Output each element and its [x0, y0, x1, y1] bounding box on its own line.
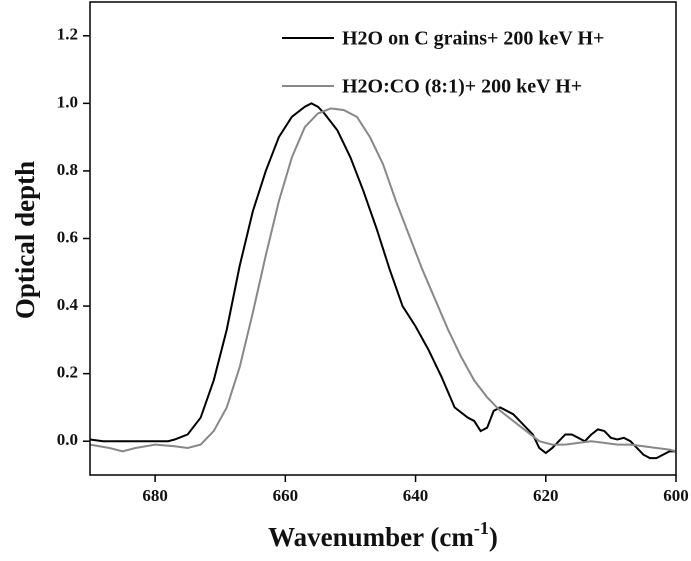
- x-axis-label: Wavenumber (cm-1): [268, 518, 498, 552]
- y-tick-label: 0.0: [57, 430, 78, 449]
- y-tick-label: 0.8: [57, 160, 78, 179]
- y-tick-label: 1.0: [57, 92, 78, 111]
- x-label-part: ): [489, 522, 498, 552]
- y-axis-label: Optical depth: [10, 161, 40, 319]
- x-tick-label: 600: [663, 486, 689, 505]
- data-line: [89, 107, 677, 453]
- plot-frame: [89, 1, 677, 476]
- y-tick-label: 1.2: [57, 25, 78, 44]
- legend-label: H2O:CO (8:1)+ 200 keV H+: [342, 76, 582, 98]
- x-tick-label: 620: [533, 486, 559, 505]
- legend-label: H2O on C grains+ 200 keV H+: [342, 28, 604, 50]
- y-tick-label: 0.2: [57, 363, 78, 382]
- y-tick-label: 0.4: [57, 295, 79, 314]
- x-label-sup: -1: [474, 518, 489, 538]
- x-label-part: Wavenumber (cm: [268, 522, 474, 552]
- data-line: [89, 102, 676, 460]
- x-tick-label: 660: [273, 486, 299, 505]
- x-tick-label: 640: [403, 486, 429, 505]
- y-tick-label: 0.6: [57, 227, 78, 246]
- x-tick-label: 680: [142, 486, 168, 505]
